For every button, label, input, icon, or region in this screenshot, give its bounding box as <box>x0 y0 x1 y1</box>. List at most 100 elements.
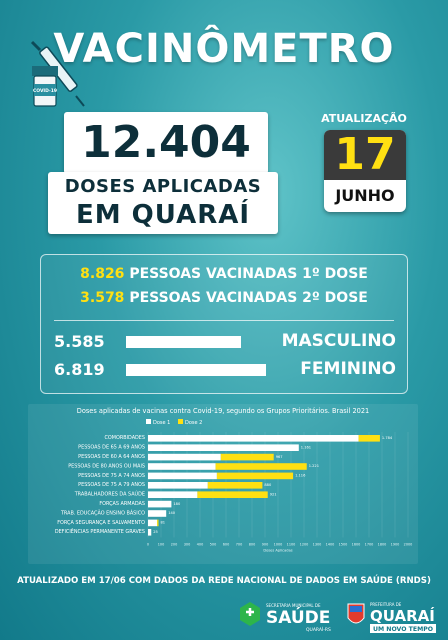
saude-logo-sub: QUARAÍ-RS <box>306 626 331 633</box>
bar-dose-1 <box>148 529 152 536</box>
calendar-icon: 17 JUNHO <box>324 130 406 212</box>
bar-dose-2 <box>157 519 159 527</box>
bar-dose-1 <box>148 472 217 480</box>
saude-logo: SECRETARIA MUNICIPAL DE SAÚDE QUARAÍ-RS <box>240 602 331 633</box>
bar-dose-1 <box>148 500 172 508</box>
data-label: 180 <box>173 502 181 506</box>
vaccine-icon: COVID-19 <box>30 40 85 107</box>
vaccinated-dose2-text: PESSOAS VACINADAS 2º DOSE <box>129 290 368 306</box>
bar-dose-1 <box>148 510 167 517</box>
x-tick-label: 1600 <box>352 542 361 546</box>
doses-label-box: DOSES APLICADAS EM QUARAÍ <box>48 172 278 234</box>
divider <box>54 320 394 321</box>
vaccinated-dose2: 3.578 PESSOAS VACINADAS 2º DOSE <box>0 290 448 306</box>
vaccinated-dose1: 8.826 PESSOAS VACINADAS 1º DOSE <box>0 266 448 282</box>
data-label: 967 <box>276 455 283 459</box>
x-tick-label: 1900 <box>391 542 400 546</box>
data-label: 1.116 <box>295 474 306 478</box>
prefeitura-logo-small: PREFEITURA DE <box>370 602 402 607</box>
male-count: 5.585 <box>54 332 105 351</box>
bar-dose-1 <box>148 482 208 489</box>
legend-label-2: Dose 2 <box>185 420 202 426</box>
prefeitura-logo-main: QUARAÍ <box>370 606 435 625</box>
bar-dose-1 <box>148 519 158 527</box>
bar-dose-2 <box>197 491 268 498</box>
x-tick-label: 1300 <box>313 542 322 546</box>
category-label: FORÇA SEGURANÇA E SALVAMENTO <box>57 520 145 526</box>
vaccinated-dose1-text: PESSOAS VACINADAS 1º DOSE <box>129 266 368 282</box>
female-count: 6.819 <box>54 360 105 379</box>
category-label: TRAB. EDUCAÇÃO ENSINO BÁSICO <box>60 509 145 516</box>
category-label: PESSOAS DE 75 A 79 ANOS <box>78 482 145 488</box>
x-tick-label: 1100 <box>287 542 296 546</box>
x-tick-label: 600 <box>223 542 229 546</box>
doses-label-line1: DOSES APLICADAS <box>64 176 262 197</box>
x-tick-label: 2000 <box>404 542 413 546</box>
x-tick-label: 1500 <box>339 542 348 546</box>
category-label: PESSOAS DE 65 A 69 ANOS <box>78 445 145 451</box>
prefeitura-logo: PREFEITURA DE QUARAÍ UM NOVO TEMPO <box>347 602 436 633</box>
male-bar <box>126 336 241 348</box>
saude-logo-small: SECRETARIA MUNICIPAL DE <box>266 603 321 608</box>
bar-dose-2 <box>215 463 307 470</box>
data-label: 81 <box>161 521 166 525</box>
x-tick-label: 1800 <box>378 542 387 546</box>
update-label: ATUALIZAÇÃO <box>321 112 407 125</box>
x-tick-label: 300 <box>184 542 190 546</box>
x-tick-label: 1000 <box>274 542 283 546</box>
x-tick-label: 900 <box>262 542 268 546</box>
x-tick-label: 1400 <box>326 542 335 546</box>
bar-dose-1 <box>148 435 359 442</box>
bar-dose-1 <box>148 491 198 498</box>
bar-dose-2 <box>216 472 294 480</box>
legend-swatch-2 <box>178 419 183 424</box>
bar-dose-2 <box>220 453 274 461</box>
data-label: 1.784 <box>382 436 393 440</box>
legend-label-1: Dose 1 <box>153 420 170 426</box>
page-title: VACINÔMETRO <box>53 26 395 72</box>
data-label: 1.161 <box>301 445 311 449</box>
data-label: 25 <box>153 530 158 534</box>
vial-label: COVID-19 <box>33 88 57 94</box>
chart-panel: Doses aplicadas de vacinas contra Covid-… <box>28 404 418 564</box>
data-label: 1.221 <box>309 464 319 468</box>
category-label: PESSOAS DE 75 A 74 ANOS <box>78 473 145 479</box>
update-day: 17 <box>324 130 406 180</box>
bar-dose-2 <box>358 435 380 442</box>
category-label: DEFICIÊNCIAS PERMANENTE GRAVES <box>55 527 145 535</box>
female-label: FEMININO <box>300 359 396 379</box>
bar-dose-1 <box>148 444 299 451</box>
prefeitura-logo-sub: UM NOVO TEMPO <box>373 626 433 633</box>
total-doses: 12.404 <box>64 112 268 174</box>
x-axis-label: Doses Aplicadas <box>263 548 292 552</box>
data-label: 921 <box>270 492 277 496</box>
x-tick-label: 100 <box>158 542 164 546</box>
footer-note: ATUALIZADO EM 17/06 COM DADOS DA REDE NA… <box>17 576 431 586</box>
x-tick-label: 500 <box>210 542 216 546</box>
x-tick-label: 700 <box>236 542 242 546</box>
legend-swatch-1 <box>146 419 151 424</box>
data-label: 140 <box>168 511 176 515</box>
update-month: JUNHO <box>335 186 395 205</box>
data-label: 880 <box>264 483 272 487</box>
x-tick-label: 200 <box>171 542 177 546</box>
x-tick-label: 0 <box>147 542 149 546</box>
bar-dose-1 <box>148 463 216 470</box>
x-tick-label: 400 <box>197 542 203 546</box>
x-tick-label: 1200 <box>300 542 309 546</box>
saude-logo-main: SAÚDE <box>266 606 330 628</box>
category-label: TRABALHADORES DA SAÚDE <box>74 491 145 498</box>
bar-dose-2 <box>207 482 263 489</box>
x-tick-label: 1700 <box>365 542 374 546</box>
chart-title: Doses aplicadas de vacinas contra Covid-… <box>77 407 369 415</box>
male-label: MASCULINO <box>281 331 396 351</box>
female-bar <box>126 364 266 376</box>
category-label: FORÇAS ARMADAS <box>99 501 145 507</box>
category-label: PESSOAS DE 60 A 64 ANOS <box>78 454 145 460</box>
bar-dose-1 <box>148 453 221 461</box>
x-tick-label: 800 <box>249 542 255 546</box>
vaccinated-dose1-number: 8.826 <box>80 266 125 282</box>
category-label: COMORBIDADES <box>104 435 145 441</box>
vaccinated-dose2-number: 3.578 <box>80 290 125 306</box>
doses-label-line2: EM QUARAÍ <box>75 200 251 230</box>
